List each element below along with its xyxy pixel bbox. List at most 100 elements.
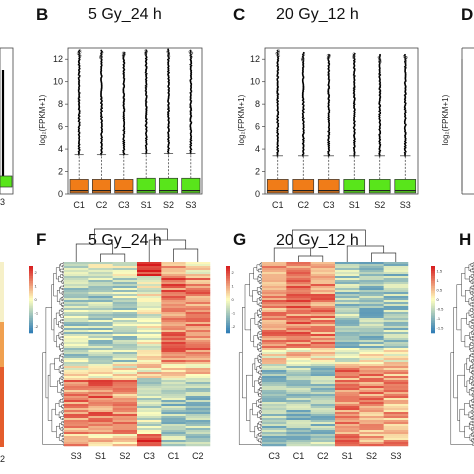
heatmap-cell	[112, 300, 138, 303]
heatmap-cell	[286, 296, 311, 299]
heatmap-cell	[161, 286, 186, 289]
heatmap-cell	[88, 276, 113, 279]
heatmap-cell	[161, 418, 186, 421]
heatmap-cell	[88, 292, 113, 295]
column-label: C2	[192, 451, 204, 461]
heatmap-cell	[383, 306, 409, 309]
heatmap-cell	[383, 268, 409, 271]
heatmap-cell	[64, 274, 89, 277]
heatmap-cell	[137, 368, 162, 371]
colorbar-tick-label: 2	[232, 270, 235, 275]
heatmap-cell	[383, 336, 409, 339]
heatmap-cell	[262, 362, 287, 365]
y-tick-label: 12	[250, 54, 260, 64]
heatmap-cell	[359, 434, 384, 437]
heatmap-cell	[335, 436, 360, 439]
heatmap-cell	[88, 320, 113, 323]
heatmap-cell	[88, 314, 113, 317]
heatmap-cell	[335, 420, 360, 423]
heatmap-cell	[262, 434, 287, 437]
heatmap-cell	[286, 374, 311, 377]
heatmap-cell	[359, 360, 384, 363]
heatmap-cell	[310, 416, 336, 419]
heatmap-cell	[112, 406, 138, 409]
heatmap-cell	[310, 302, 336, 305]
heatmap-cell	[185, 424, 211, 427]
heatmap-cell	[88, 424, 113, 427]
heatmap-cell	[137, 278, 162, 281]
colorbar-segment	[431, 274, 435, 277]
heatmap-cell	[185, 304, 211, 307]
heatmap-cell	[262, 358, 287, 361]
heatmap-cell	[359, 322, 384, 325]
heatmap-cell	[262, 392, 287, 395]
heatmap-cell	[185, 410, 211, 413]
heatmap-cell	[185, 340, 211, 343]
heatmap-cell	[286, 348, 311, 351]
heatmap-cell	[185, 276, 211, 279]
heatmap-cell	[64, 360, 89, 363]
heatmap-cell	[64, 388, 89, 391]
heatmap-cell	[112, 270, 138, 273]
heatmap-cell	[286, 398, 311, 401]
x-tick-label: C2	[297, 200, 309, 210]
heatmap-cell	[310, 394, 336, 397]
heatmap-cell	[262, 264, 287, 267]
colorbar-segment	[431, 324, 435, 327]
heatmap-cell	[286, 330, 311, 333]
heatmap-cell	[185, 312, 211, 315]
heatmap-cell	[262, 402, 287, 405]
heatmap-cell	[112, 292, 138, 295]
heatmap-cell	[185, 346, 211, 349]
heatmap-cell	[185, 328, 211, 331]
heatmap-cell	[262, 378, 287, 381]
heatmap-cell	[88, 302, 113, 305]
heatmap-cell	[310, 300, 336, 303]
colorbar-segment	[29, 281, 33, 284]
heatmap-cell	[161, 338, 186, 341]
heatmap-cell	[64, 384, 89, 387]
heatmap-cell	[310, 308, 336, 311]
colorbar-segment	[29, 286, 33, 289]
heatmap-cell	[185, 360, 211, 363]
heatmap-cell	[262, 268, 287, 271]
heatmap-cell	[112, 408, 138, 411]
heatmap-cell	[185, 430, 211, 433]
heatmap-cell	[310, 286, 336, 289]
heatmap-cell	[335, 374, 360, 377]
boxplot-b-ylabel: log₂(FPKM+1)	[38, 94, 47, 145]
colorbar-segment	[226, 299, 230, 302]
heatmap-cell	[137, 288, 162, 291]
heatmap-cell	[286, 362, 311, 365]
heatmap-cell	[310, 288, 336, 291]
heatmap-cell	[88, 264, 113, 267]
heatmap-cell	[161, 316, 186, 319]
heatmap-cell	[310, 376, 336, 379]
heatmap-cell	[310, 328, 336, 331]
heatmap-cell	[185, 388, 211, 391]
heatmap-cell	[335, 414, 360, 417]
heatmap-cell	[335, 326, 360, 329]
colorbar-segment	[29, 297, 33, 300]
heatmap-cell	[310, 372, 336, 375]
heatmap-cell	[262, 310, 287, 313]
heatmap-cell	[359, 338, 384, 341]
heatmap-cell	[310, 364, 336, 367]
heatmap-cell	[88, 444, 113, 447]
heatmap-cell	[112, 294, 138, 297]
heatmap-cell	[335, 434, 360, 437]
heatmap-cell	[88, 420, 113, 423]
colorbar-segment	[431, 331, 435, 334]
heatmap-cell	[161, 436, 186, 439]
x-tick-label: S2	[163, 200, 174, 210]
colorbar-segment	[29, 331, 33, 334]
heatmap-cell	[185, 302, 211, 305]
heatmap-cell	[262, 436, 287, 439]
column-label: C3	[268, 451, 280, 461]
heatmap-cell	[286, 342, 311, 345]
heatmap-cell	[286, 262, 311, 265]
colorbar-segment	[431, 327, 435, 330]
heatmap-cell	[286, 366, 311, 369]
heatmap-cell	[88, 316, 113, 319]
outlier-point	[121, 54, 125, 58]
